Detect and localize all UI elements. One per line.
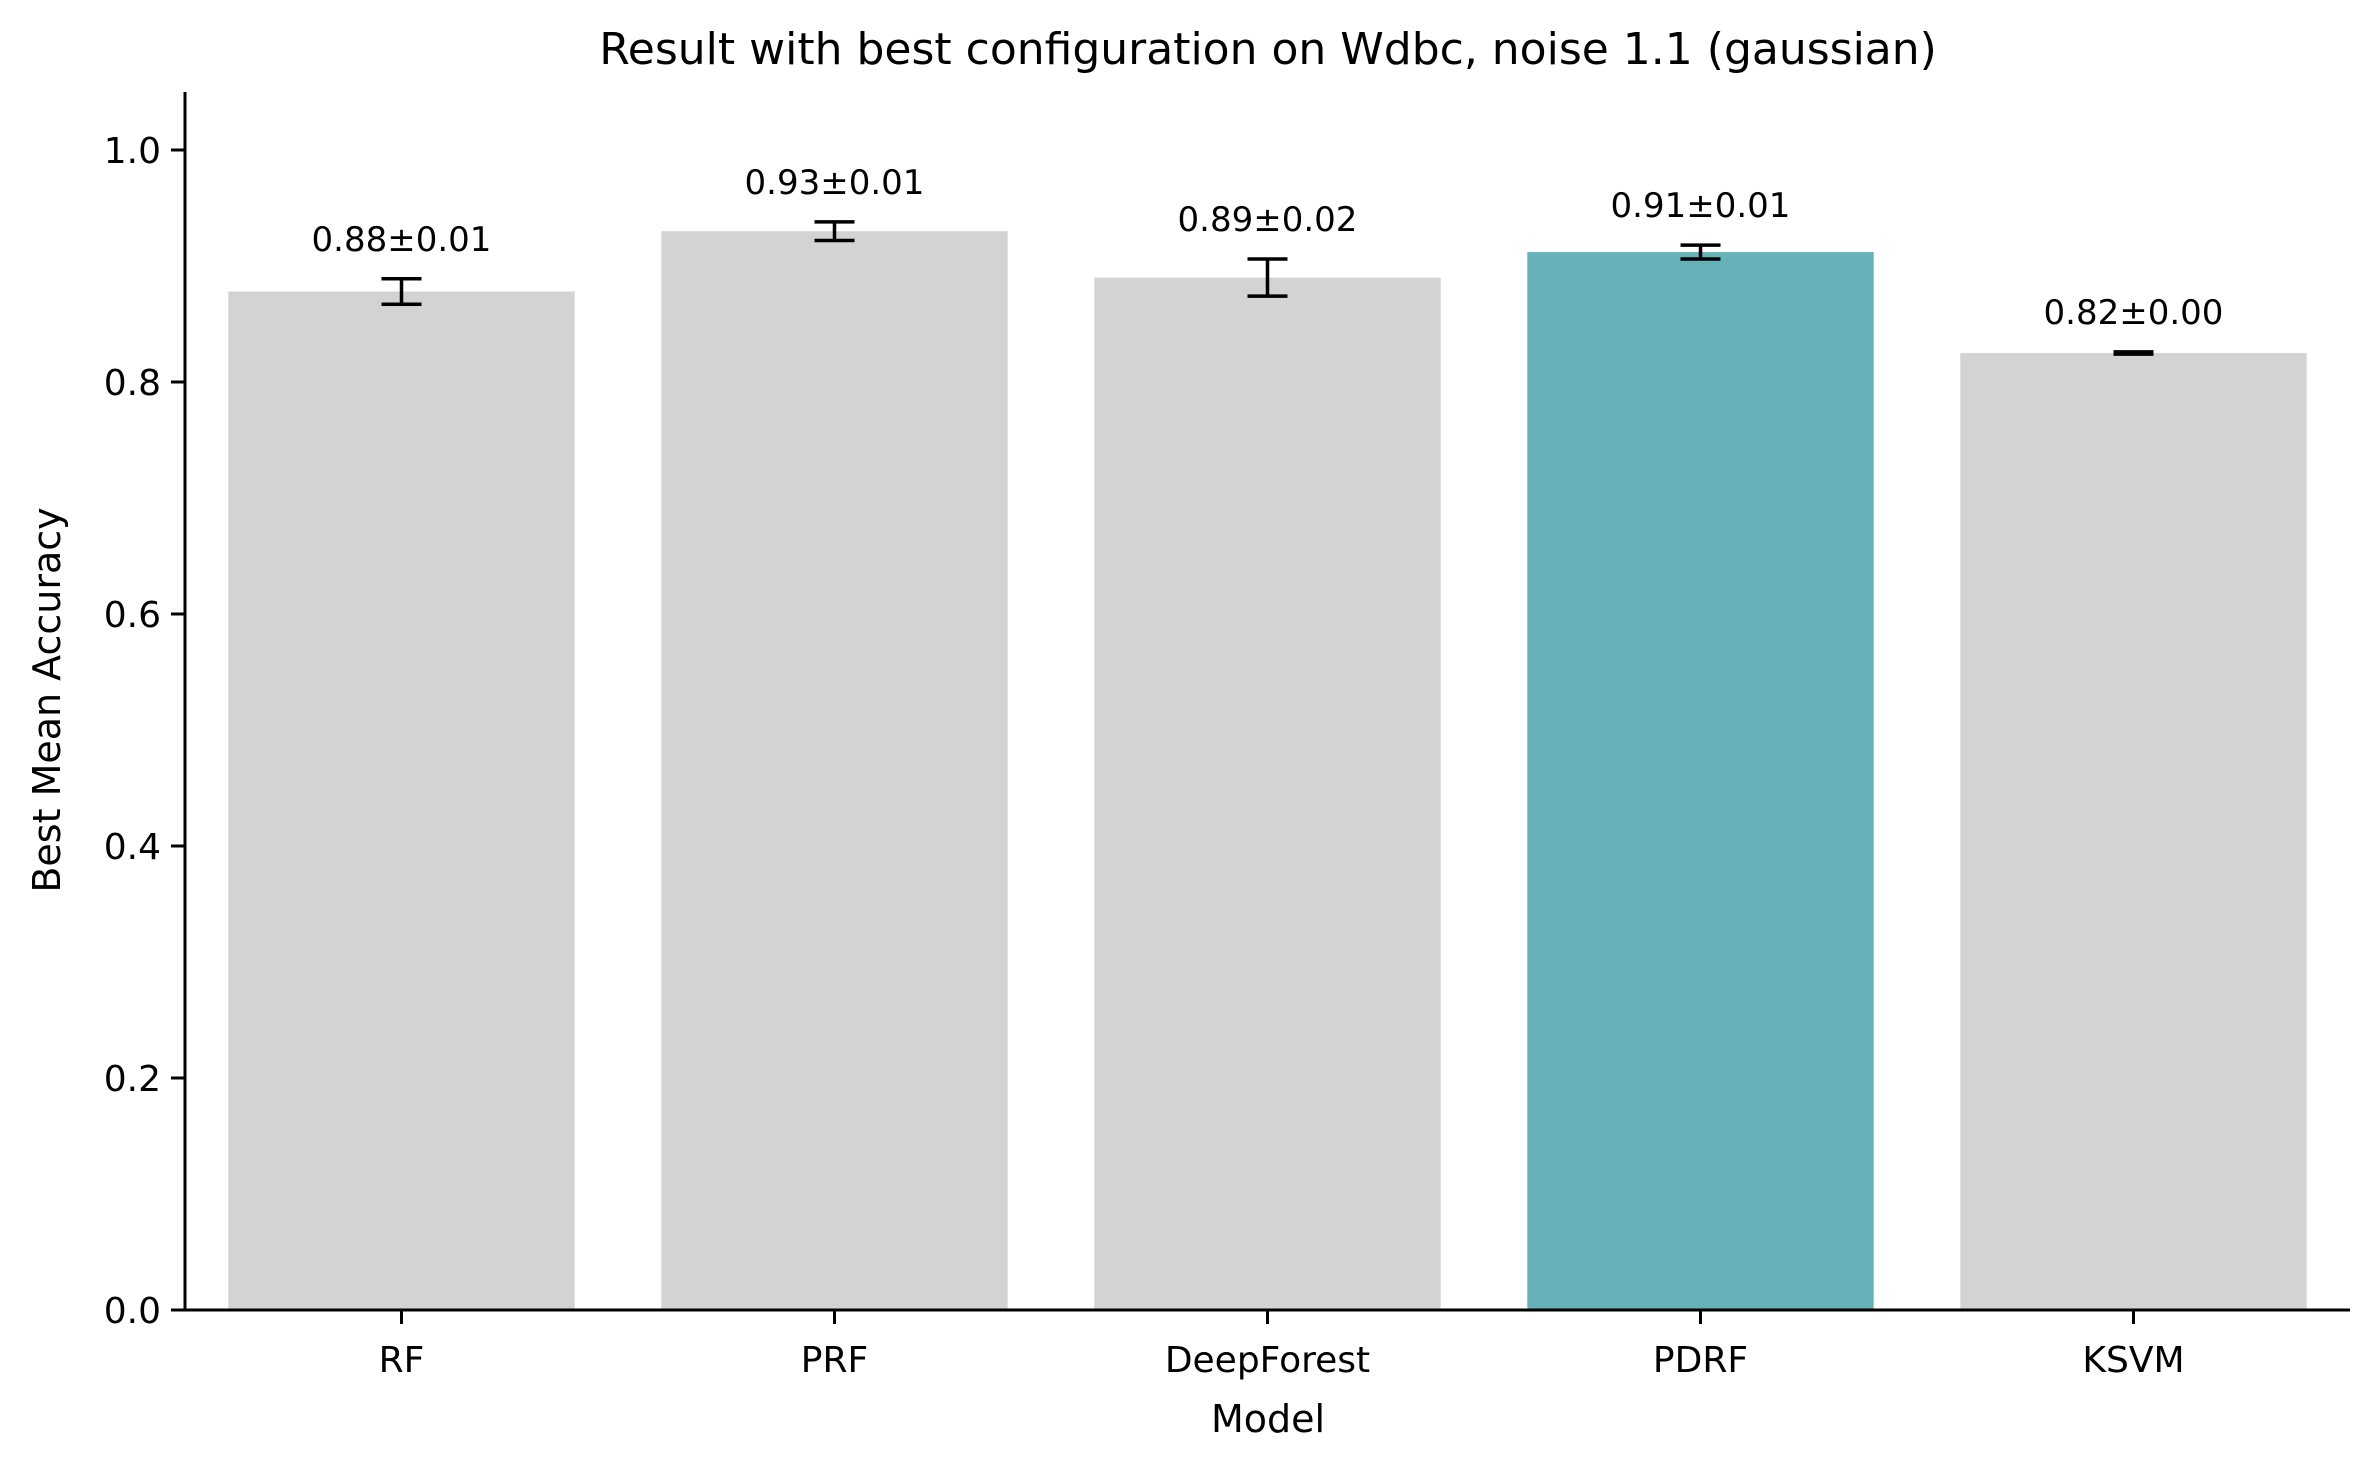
bar-rf (228, 291, 575, 1310)
bar-ksvm (1960, 353, 2307, 1310)
error-bar-prf (814, 220, 855, 243)
data-label-prf: 0.93±0.01 (745, 163, 925, 203)
y-axis-label: Best Mean Accuracy (25, 507, 69, 892)
data-label-rf: 0.88±0.01 (312, 220, 492, 260)
data-label-pdrf: 0.91±0.01 (1611, 186, 1791, 226)
error-bar-deepforest (1247, 257, 1288, 298)
chart-title: Result with best configuration on Wdbc, … (599, 24, 1937, 75)
y-tick-label: 0.0 (104, 1291, 161, 1332)
bar-deepforest (1094, 277, 1441, 1311)
x-axis-label: Model (1211, 1397, 1325, 1441)
y-tick-label: 0.4 (104, 827, 161, 868)
data-label-deepforest: 0.89±0.02 (1178, 200, 1358, 240)
y-tick-label: 1.0 (104, 131, 161, 172)
x-tick-label-prf: PRF (801, 1340, 868, 1381)
x-axis: RF PRF DeepForest PDRF KSVM (185, 1308, 2350, 1381)
x-tick-label-pdrf: PDRF (1653, 1340, 1748, 1381)
error-bar-rf (381, 277, 422, 307)
x-tick-label-deepforest: DeepForest (1165, 1340, 1370, 1381)
bar-prf (661, 231, 1008, 1311)
error-bars-layer (381, 220, 2154, 356)
data-labels-layer: 0.88±0.01 0.93±0.01 0.89±0.02 0.91±0.01 0.82… (312, 163, 2224, 333)
data-label-ksvm: 0.82±0.00 (2044, 293, 2224, 333)
x-tick-label-ksvm: KSVM (2082, 1340, 2184, 1381)
y-axis: 0.0 0.2 0.4 0.6 0.8 1.0 (104, 92, 187, 1332)
y-tick-label: 0.6 (104, 595, 161, 636)
bar-pdrf (1527, 252, 1874, 1311)
y-tick-label: 0.2 (104, 1059, 161, 1100)
error-bar-pdrf (1680, 243, 1721, 261)
x-tick-label-rf: RF (379, 1340, 425, 1381)
error-bar-ksvm (2113, 350, 2154, 356)
y-tick-label: 0.8 (104, 363, 161, 404)
bars-layer (228, 231, 2307, 1311)
